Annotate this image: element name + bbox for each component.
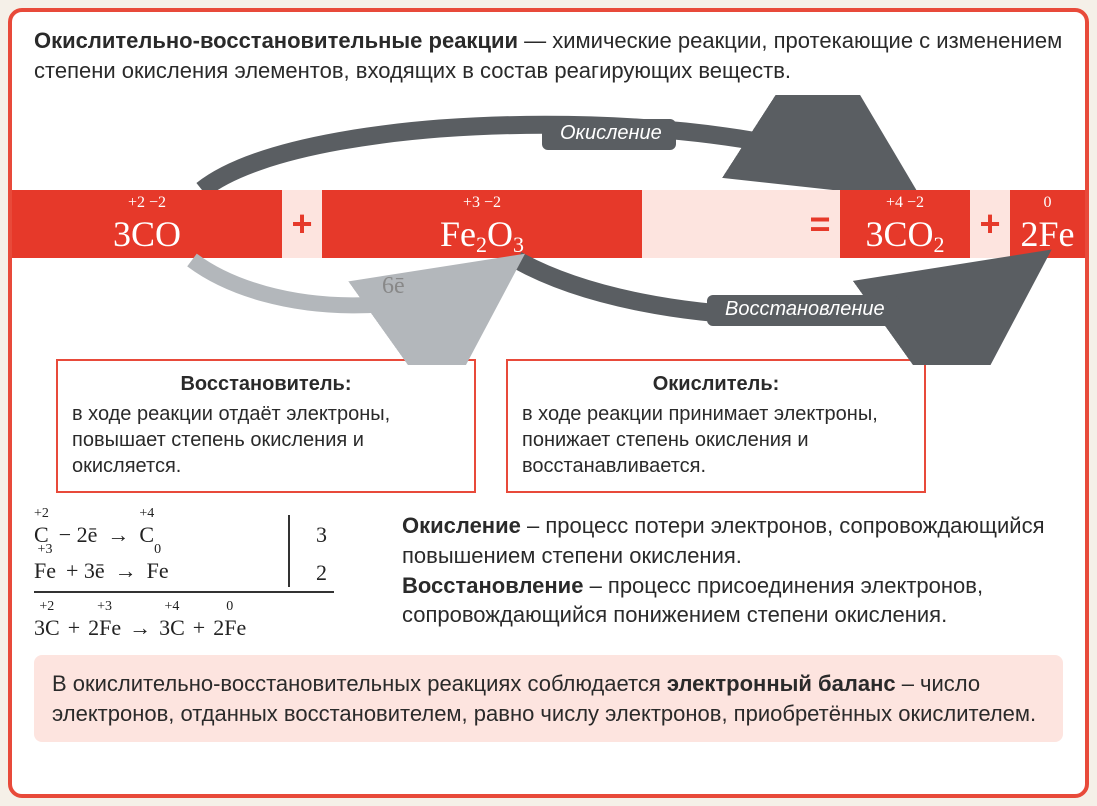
op-plus-1: + <box>282 190 322 258</box>
term-3co2: +4 −2 3CO2 <box>840 190 970 258</box>
reduction-label: Восстановление <box>707 295 899 326</box>
def-oxidation-b: Окисление <box>402 513 521 538</box>
equation-diagram: Окисление +2 −2 3CO + +3 −2 Fe2O3 = +4 −… <box>12 95 1085 365</box>
equation-strip: +2 −2 3CO + +3 −2 Fe2O3 = +4 −2 3CO2 + 0… <box>12 190 1085 258</box>
balance-sum: +23C + +32Fe → +43C + 02Fe <box>34 610 374 645</box>
ox-3co: +2 −2 <box>12 194 282 212</box>
oxidizer-title: Окислитель: <box>522 371 910 397</box>
balance-hline <box>34 591 334 593</box>
definitions: Окисление – процесс потери электронов, с… <box>402 511 1063 645</box>
intro-text: Окислительно-восстановительные реакции —… <box>34 26 1063 85</box>
foot-bold: электронный ба­ланс <box>667 671 896 696</box>
lower-row: 3 2 +2C − 2ē → +4C +3Fe + 3ē → 0Fe +23C … <box>34 493 1063 645</box>
foot-pre: В окислительно-восстановительных реакция… <box>52 671 667 696</box>
intro-bold: Окислительно-восстановительные реакции <box>34 28 518 53</box>
gap <box>642 190 800 258</box>
six-electrons-label: 6ē <box>382 273 405 300</box>
oxidizer-box: Окислитель: в ходе реакции принимает эле… <box>506 359 926 493</box>
balance-row-1: +2C − 2ē → +4C <box>34 517 374 552</box>
def-reduction-b: Восстановление <box>402 573 583 598</box>
term-3co: +2 −2 3CO <box>12 190 282 258</box>
electron-balance: 3 2 +2C − 2ē → +4C +3Fe + 3ē → 0Fe +23C … <box>34 511 374 645</box>
oxidation-label: Окисление <box>542 119 676 150</box>
balance-row-2: +3Fe + 3ē → 0Fe <box>34 553 374 588</box>
info-card: Окислительно-восстановительные реакции —… <box>8 8 1089 798</box>
roles-row: Восстановитель: в ходе реакции отдаёт эл… <box>34 359 1063 493</box>
op-plus-2: + <box>970 190 1010 258</box>
reducer-box: Восстановитель: в ходе реакции отдаёт эл… <box>56 359 476 493</box>
term-2fe: 0 2Fe <box>1010 190 1085 258</box>
reducer-text: в ходе реакции отдаёт элек­троны, повыша… <box>72 401 460 479</box>
ox-3co2: +4 −2 <box>840 194 970 212</box>
ox-fe2o3: +3 −2 <box>322 194 642 212</box>
reducer-title: Восстановитель: <box>72 371 460 397</box>
footer-box: В окислительно-восстановительных реакция… <box>34 655 1063 742</box>
term-fe2o3: +3 −2 Fe2O3 <box>322 190 642 258</box>
oxidizer-text: в ходе реакции принимает электроны, пони… <box>522 401 910 479</box>
op-eq: = <box>800 190 840 258</box>
ox-2fe: 0 <box>1010 194 1085 212</box>
